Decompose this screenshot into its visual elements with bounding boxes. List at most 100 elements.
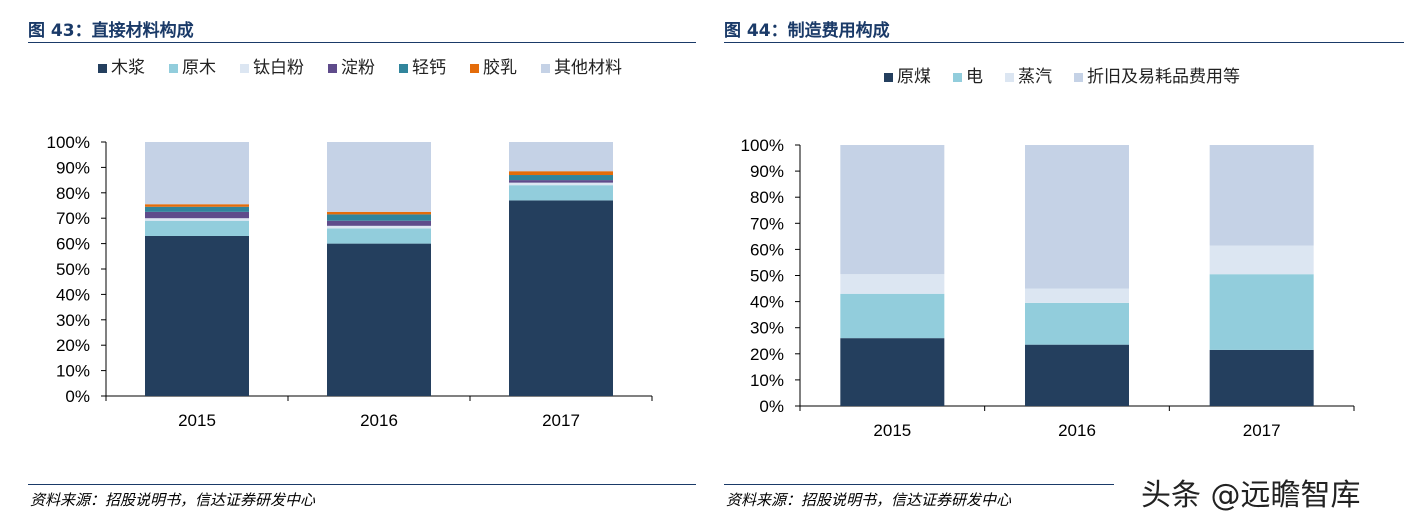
y-tick-label: 30% [56,311,90,330]
bar-segment [327,220,431,226]
bar-segment [1209,145,1314,246]
bar-segment [509,182,613,186]
bar-segment [145,218,249,221]
legend-swatch [328,64,337,73]
y-tick-label: 0% [759,397,784,416]
materials-stacked-bar-chart: 木浆 原木 钛白粉 淀粉 轻钙 胶乳 其他材料 0% 10% 20% 30% 40% 50% 60% 70%… [47,58,653,430]
bar-segment [145,142,249,205]
bar-segment [1209,349,1314,406]
y-tick-label: 50% [750,267,784,286]
y-tick-label: 70% [750,214,784,233]
y-tick-label: 80% [56,184,90,203]
legend-label: 折旧及易耗品费用等 [1087,67,1240,87]
y-tick-label: 0% [65,387,90,406]
figure-title: 图 44：制造费用构成 [724,21,890,41]
legend-swatch [240,64,249,73]
legend-label: 胶乳 [483,58,517,78]
x-tick-label: 2015 [873,421,911,440]
legend-label: 轻钙 [412,58,446,78]
legend-item: 胶乳 [470,58,517,78]
legend-swatch [399,64,408,73]
figure-title: 图 43：直接材料构成 [28,21,194,41]
bar-segment [509,185,613,201]
y-tick-label: 100% [741,136,784,155]
legend-item: 轻钙 [399,58,446,78]
legend-swatch [98,64,107,73]
bar-segment [327,211,431,215]
bar-segment [509,175,613,181]
y-tick-label: 60% [750,240,784,259]
bar-segment [327,228,431,244]
x-tick-label: 2015 [178,411,216,430]
bar-segment [145,206,249,212]
y-tick-label: 70% [56,209,90,228]
legend-item: 蒸汽 [1005,67,1052,87]
y-tick-label: 100% [47,133,90,152]
bar-segment [145,211,249,219]
figure-43-panel: 图 43：直接材料构成 木浆 原木 钛白粉 淀粉 轻钙 胶乳 其他材料 0% 10% 20% 30%… [28,0,696,518]
legend-label: 淀粉 [341,58,375,78]
bar-segment [840,145,945,275]
source-divider [724,484,1114,485]
bar-segment [327,214,431,221]
y-tick-label: 30% [750,319,784,338]
legend-item: 淀粉 [328,58,375,78]
y-tick-label: 80% [750,188,784,207]
title-divider [724,42,1404,43]
bar-segment [840,338,945,406]
legend-swatch [1074,73,1083,82]
legend-swatch [169,64,178,73]
source-note: 资料来源：招股说明书，信达证券研发中心 [726,491,1012,509]
bar-segment [145,220,249,236]
watermark-text: 头条 @远瞻智库 [1141,478,1361,513]
legend-item: 木浆 [98,58,145,78]
legend-swatch [1005,73,1014,82]
legend-item: 原煤 [884,67,931,87]
y-tick-label: 20% [56,336,90,355]
bar-segment [327,243,431,396]
figure-44-panel: 图 44：制造费用构成 原煤 电 蒸汽 折旧及易耗品费用等 0% 10% 20% 30% 40%… [724,0,1404,518]
y-tick-label: 10% [56,362,90,381]
x-tick-label: 2017 [1243,421,1281,440]
source-divider [28,484,696,485]
bar-segment [1209,274,1314,350]
legend-swatch [541,64,550,73]
bar-segment [509,171,613,176]
legend-swatch [953,73,962,82]
y-tick-label: 90% [56,158,90,177]
legend-swatch [470,64,479,73]
legend-label: 蒸汽 [1018,67,1052,87]
legend-item: 电 [953,67,983,87]
legend-item: 其他材料 [541,58,622,78]
x-tick-label: 2016 [360,411,398,430]
y-tick-label: 40% [56,285,90,304]
title-divider [28,42,696,43]
legend-item: 原木 [169,58,216,78]
bar-segment [1025,288,1129,303]
bar-segment [509,142,613,172]
legend-item: 钛白粉 [240,58,304,78]
legend-item: 折旧及易耗品费用等 [1074,67,1240,87]
legend-label: 原木 [182,58,216,78]
legend-label: 原煤 [897,67,931,87]
legend-swatch [884,73,893,82]
legend-label: 电 [966,67,983,87]
bar-segment [1209,245,1314,275]
y-tick-label: 20% [750,345,784,364]
bar-segment [327,142,431,212]
bar-segment [1025,344,1129,406]
source-note: 资料来源：招股说明书，信达证券研发中心 [30,491,316,509]
y-tick-label: 10% [750,371,784,390]
legend-label: 其他材料 [554,58,622,78]
y-tick-label: 40% [750,293,784,312]
bar-segment [1025,302,1129,345]
legend-label: 钛白粉 [253,58,304,78]
manufacturing-cost-stacked-bar-chart: 原煤 电 蒸汽 折旧及易耗品费用等 0% 10% 20% 30% 40% 50% 60% 70% 80%… [741,67,1355,440]
bar-segment [1025,145,1129,289]
x-tick-label: 2017 [542,411,580,430]
y-tick-label: 60% [56,235,90,254]
bar-segment [840,274,945,294]
bar-segment [327,225,431,229]
bar-segment [145,204,249,207]
bar-segment [145,235,249,396]
